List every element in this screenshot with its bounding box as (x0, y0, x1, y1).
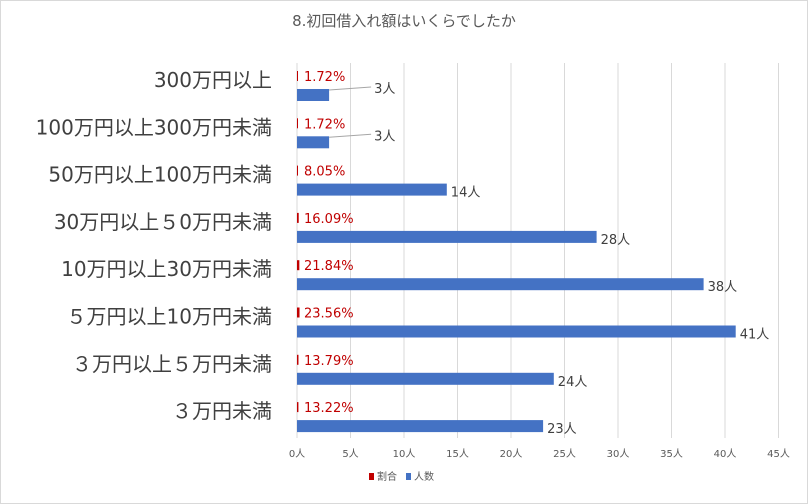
ratio-data-label: 21.84% (304, 259, 354, 274)
category-label: ３万円未満 (172, 399, 272, 423)
category-label: ３万円以上５万円未満 (72, 352, 272, 376)
count-data-label: 41人 (740, 328, 770, 343)
leader-line (329, 86, 372, 91)
ratio-data-label: 23.56% (304, 307, 354, 322)
x-tick-label: 10人 (393, 448, 416, 460)
ratio-bar (297, 71, 298, 81)
category-label: 50万円以上100万円未満 (48, 163, 272, 187)
count-data-label: 14人 (451, 186, 481, 201)
ratio-data-label: 8.05% (304, 165, 345, 180)
ratio-data-label: 13.79% (304, 354, 354, 369)
count-bar (297, 230, 597, 243)
category-label: 30万円以上５0万円未満 (54, 210, 272, 234)
x-tick-label: 35人 (660, 448, 683, 460)
category-label: 100万円以上300万円未満 (36, 115, 272, 139)
ratio-bar (297, 118, 298, 129)
count-data-label: 28人 (601, 233, 631, 248)
category-label: ５万円以上10万円未満 (67, 305, 272, 329)
x-tick-label: 5人 (342, 448, 358, 460)
ratio-bar (297, 307, 300, 318)
legend-swatch-ratio (369, 473, 374, 480)
ratio-bar (297, 354, 299, 365)
x-tick-label: 45人 (767, 448, 790, 460)
count-bar (297, 183, 447, 196)
count-data-label: 23人 (547, 422, 577, 437)
legend-label-count: 人数 (414, 470, 434, 483)
leader-line (329, 133, 372, 138)
ratio-data-label: 1.72% (304, 70, 345, 85)
count-bar (297, 420, 544, 433)
count-data-label: 3人 (374, 129, 395, 144)
ratio-bar (297, 402, 299, 413)
x-tick-label: 25人 (553, 448, 576, 460)
x-tick-label: 30人 (607, 448, 630, 460)
count-bar (297, 278, 704, 291)
ratio-bar (297, 165, 298, 176)
category-label: 10万円以上30万円未満 (61, 257, 272, 281)
x-tick-label: 0人 (289, 448, 305, 460)
legend-label-ratio: 割合 (377, 470, 397, 483)
ratio-data-label: 13.22% (304, 401, 354, 416)
legend-swatch-count (406, 473, 411, 480)
count-bar (297, 372, 554, 385)
count-data-label: 24人 (558, 375, 588, 390)
count-data-label: 3人 (374, 82, 395, 97)
count-data-label: 38人 (708, 280, 738, 295)
x-tick-label: 40人 (714, 448, 737, 460)
ratio-data-label: 1.72% (304, 117, 345, 132)
ratio-bar (297, 260, 300, 271)
category-label: 300万円以上 (154, 68, 272, 92)
ratio-data-label: 16.09% (304, 212, 354, 227)
count-bar (297, 325, 736, 338)
x-tick-label: 20人 (500, 448, 523, 460)
chart-title: 8.初回借入れ額はいくらでしたか (292, 12, 516, 30)
count-bar (297, 89, 330, 101)
ratio-bar (297, 212, 299, 223)
count-bar (297, 136, 330, 149)
x-tick-label: 15人 (446, 448, 469, 460)
